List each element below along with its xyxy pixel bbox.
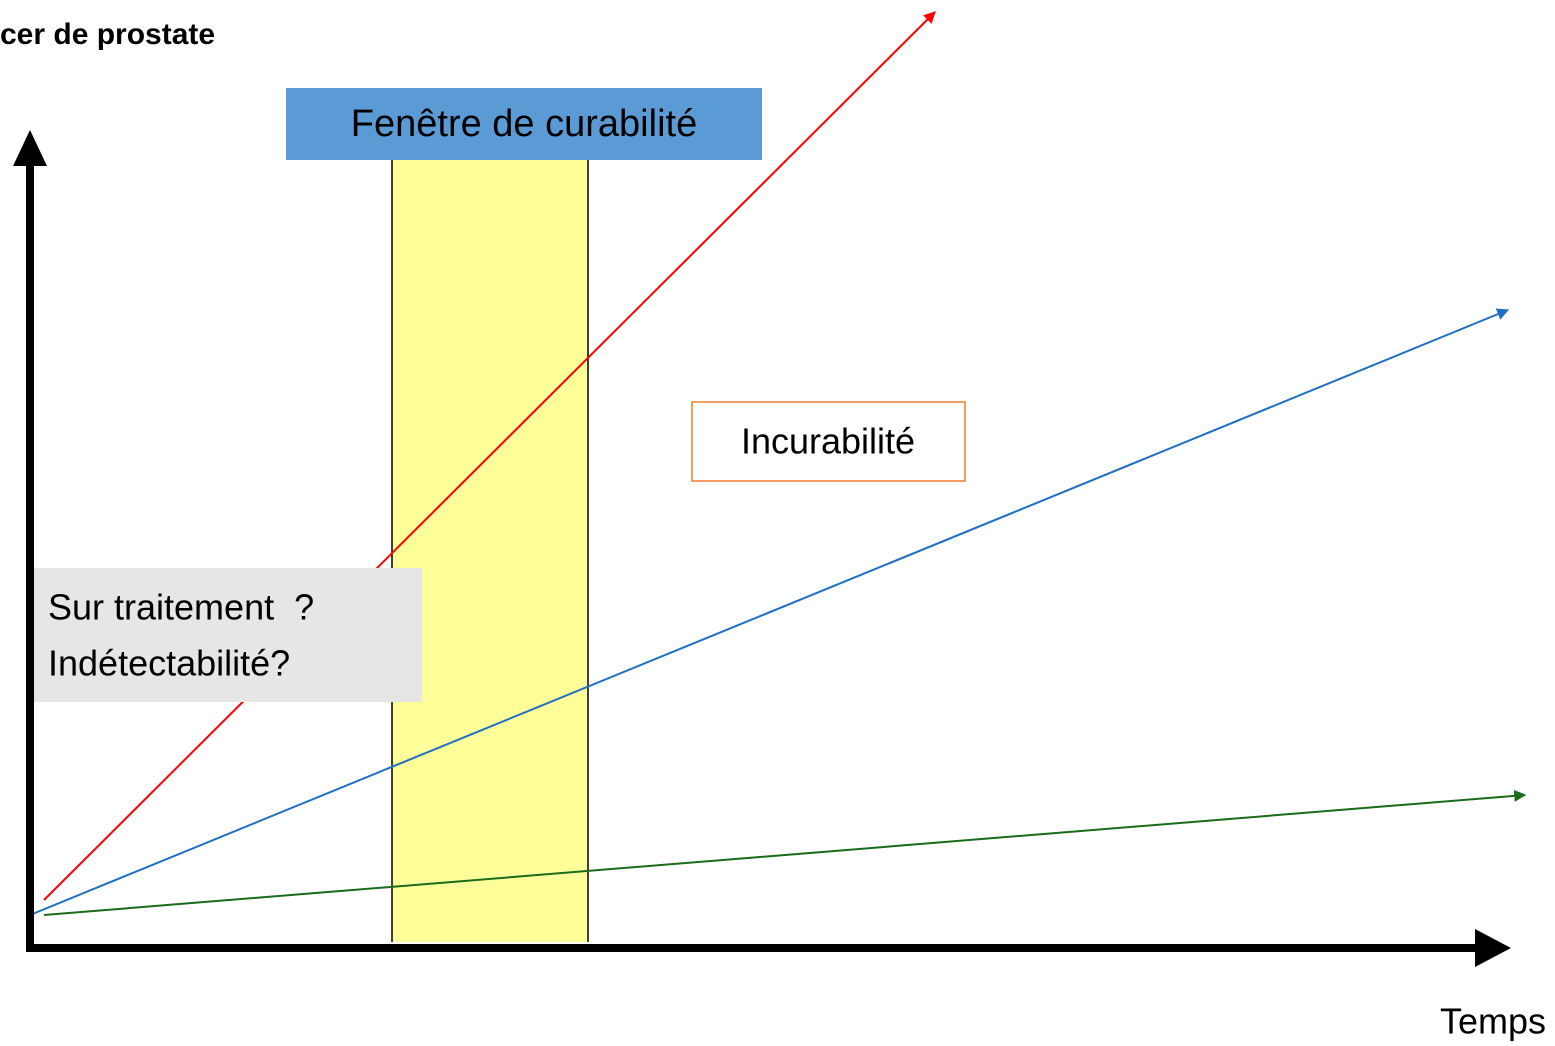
y-axis-arrow (13, 130, 47, 166)
incurable-box (691, 401, 966, 482)
window-label: Fenêtre de curabilité (351, 103, 697, 145)
x-axis-label: Temps (1440, 1001, 1546, 1042)
x-axis-arrow (1475, 929, 1511, 967)
gray-box-line: Indétectabilité? (48, 643, 290, 684)
blue-trajectory (29, 308, 1510, 916)
gray-box-line: Sur traitement ? (48, 587, 314, 628)
green-trajectory (43, 789, 1527, 916)
window-box (286, 88, 762, 160)
incurable-label: Incurabilité (741, 421, 915, 462)
red-trajectory (43, 11, 936, 901)
title: cer de prostate (0, 18, 215, 51)
curability-band (392, 160, 588, 942)
gray-box (30, 568, 422, 702)
